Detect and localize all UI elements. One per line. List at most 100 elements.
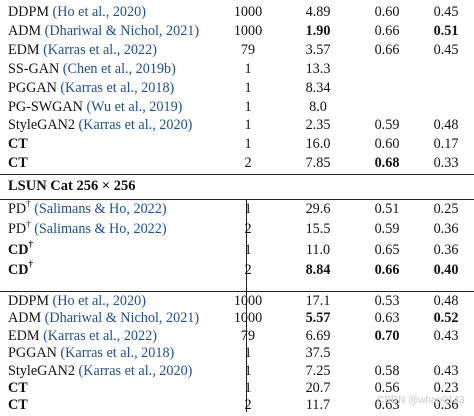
- table-row: PGGAN (Karras et al., 2018) 1 37.5: [0, 343, 474, 364]
- method-cell: CT: [8, 378, 28, 399]
- rec-cell: 0.17: [433, 136, 459, 153]
- rec-cell: 0.43: [433, 327, 459, 344]
- nfe-cell: 1: [244, 98, 252, 115]
- method-cell: ADM (Dhariwal & Nichol, 2021): [8, 21, 199, 42]
- nfe-cell: 1: [244, 79, 252, 96]
- table-row: ADM (Dhariwal & Nichol, 2021) 1000 5.57 0.6…: [0, 308, 474, 329]
- method-cell: StyleGAN2 (Karras et al., 2020): [8, 361, 192, 382]
- fid-cell: 4.89: [305, 4, 331, 20]
- dagger-mark: †: [28, 259, 34, 270]
- column-divider: [246, 291, 247, 412]
- method-name: CD: [8, 241, 29, 258]
- prec-cell: 0.63: [374, 310, 400, 327]
- group-rule: [0, 291, 474, 292]
- method-name: PD: [8, 221, 27, 238]
- method-cell: CT: [8, 134, 28, 155]
- method-name: EDM: [8, 41, 40, 58]
- method-name: SS-GAN: [8, 60, 60, 77]
- citation-link[interactable]: (Wu et al., 2019): [86, 98, 183, 115]
- prec-cell: 0.60: [374, 136, 400, 153]
- method-name: StyleGAN2: [8, 117, 75, 134]
- rec-cell: 0.48: [433, 293, 459, 309]
- fid-cell: 13.3: [305, 60, 331, 77]
- nfe-cell: 2: [244, 221, 252, 238]
- section-rule-top: [0, 174, 474, 175]
- fid-cell: 5.57: [305, 310, 331, 327]
- table-row: CD† 1 11.0 0.65 0.36: [0, 239, 474, 261]
- method-name: CD: [8, 261, 29, 278]
- method-name: StyleGAN2: [8, 362, 75, 379]
- citation-link[interactable]: (Ho et al., 2020): [52, 293, 146, 309]
- watermark: CSDN @whao0143: [377, 395, 465, 406]
- method-name: CT: [8, 155, 28, 172]
- prec-cell: 0.66: [374, 261, 400, 278]
- section-rule-bottom: [0, 199, 474, 200]
- citation-link[interactable]: (Karras et al., 2022): [43, 41, 157, 58]
- nfe-cell: 2: [244, 155, 252, 172]
- rec-cell: 0.45: [433, 41, 459, 58]
- citation-link[interactable]: (Karras et al., 2020): [78, 362, 193, 379]
- table-row: CT 2 7.85 0.68 0.33: [0, 153, 474, 174]
- rec-cell: 0.43: [433, 362, 459, 379]
- method-cell: DDPM (Ho et al., 2020): [8, 291, 146, 312]
- table-row: StyleGAN2 (Karras et al., 2020) 1 7.25 0.58…: [0, 361, 474, 382]
- method-cell: CT: [8, 153, 28, 174]
- method-cell: PD† (Salimans & Ho, 2022): [8, 219, 167, 240]
- fid-cell: 16.0: [305, 136, 331, 153]
- prec-cell: 0.66: [374, 22, 400, 39]
- fid-cell: 17.1: [305, 293, 331, 309]
- fid-cell: 1.90: [305, 22, 331, 39]
- method-cell: DDPM (Ho et al., 2020): [8, 2, 146, 23]
- table-row: DDPM (Ho et al., 2020) 1000 17.1 0.53 0.48: [0, 291, 474, 312]
- method-name: DDPM: [8, 4, 49, 20]
- citation-link[interactable]: (Karras et al., 2018): [60, 79, 175, 96]
- fid-cell: 29.6: [305, 201, 331, 217]
- table-row: PG-SWGAN (Wu et al., 2019) 1 8.0: [0, 97, 474, 118]
- citation-link[interactable]: (Dhariwal & Nichol, 2021): [44, 22, 200, 39]
- table-row: PD† (Salimans & Ho, 2022) 1 29.6 0.51 0.25: [0, 199, 474, 220]
- citation-link[interactable]: (Ho et al., 2020): [52, 4, 146, 20]
- table-row: CT 2 11.7 0.63 0.36: [0, 395, 474, 416]
- prec-cell: 0.59: [374, 117, 400, 134]
- citation-link[interactable]: (Dhariwal & Nichol, 2021): [44, 310, 200, 327]
- citation-link[interactable]: (Chen et al., 2019b): [62, 60, 176, 77]
- method-cell: StyleGAN2 (Karras et al., 2020): [8, 115, 192, 136]
- method-cell: PD† (Salimans & Ho, 2022): [8, 199, 167, 220]
- method-cell: EDM (Karras et al., 2022): [8, 40, 157, 61]
- prec-cell: 0.51: [374, 201, 400, 217]
- prec-cell: 0.58: [374, 362, 400, 379]
- prec-cell: 0.63: [374, 397, 400, 414]
- fid-cell: 6.69: [305, 327, 331, 344]
- prec-cell: 0.66: [374, 41, 400, 58]
- citation-link[interactable]: (Salimans & Ho, 2022): [34, 201, 167, 217]
- method-cell: PG-SWGAN (Wu et al., 2019): [8, 97, 182, 118]
- fid-cell: 7.85: [305, 155, 331, 172]
- citation-link[interactable]: (Salimans & Ho, 2022): [34, 221, 167, 238]
- rec-cell: 0.40: [433, 261, 459, 278]
- rec-cell: 0.36: [433, 397, 459, 414]
- method-cell: SS-GAN (Chen et al., 2019b): [8, 59, 176, 80]
- nfe-cell: 1: [244, 60, 252, 77]
- method-name: EDM: [8, 327, 40, 344]
- method-name: PGGAN: [8, 79, 57, 96]
- nfe-cell: 2: [244, 261, 252, 278]
- table-row: PGGAN (Karras et al., 2018) 1 8.34: [0, 78, 474, 99]
- rec-cell: 0.48: [433, 117, 459, 134]
- method-cell: PGGAN (Karras et al., 2018): [8, 78, 174, 99]
- method-cell: EDM (Karras et al., 2022): [8, 326, 157, 347]
- nfe-cell: 1000: [233, 293, 263, 309]
- table-row: DDPM (Ho et al., 2020) 1000 4.89 0.60 0.45: [0, 2, 474, 23]
- nfe-cell: 1: [244, 241, 252, 258]
- citation-link[interactable]: (Karras et al., 2020): [78, 117, 193, 134]
- nfe-cell: 1: [244, 380, 252, 396]
- fid-cell: 8.0: [309, 98, 327, 115]
- table-row: PD† (Salimans & Ho, 2022) 2 15.5 0.59 0.36: [0, 219, 474, 240]
- nfe-cell: 2: [244, 397, 252, 414]
- method-name: PD: [8, 201, 27, 217]
- nfe-cell: 1: [244, 362, 252, 379]
- nfe-cell: 1000: [233, 4, 263, 20]
- citation-link[interactable]: (Karras et al., 2018): [60, 345, 175, 362]
- citation-link[interactable]: (Karras et al., 2022): [43, 327, 157, 344]
- dagger-mark: †: [26, 218, 31, 229]
- method-name: PG-SWGAN: [8, 98, 83, 115]
